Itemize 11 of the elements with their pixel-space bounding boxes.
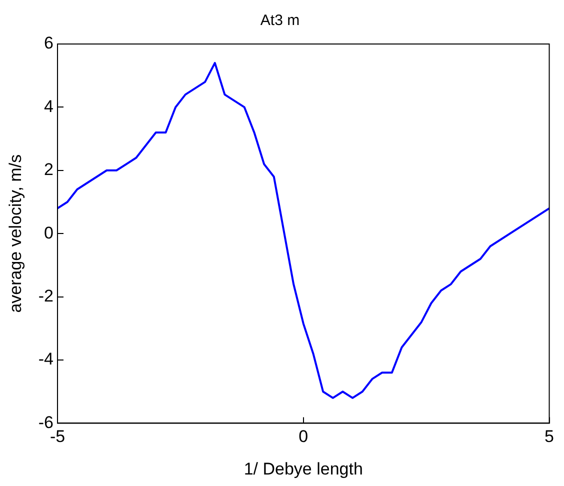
y-tick-label: -2 <box>38 286 54 306</box>
y-tick-label: -4 <box>38 350 54 369</box>
y-tick-label: 2 <box>44 160 54 180</box>
x-tick-label: 5 <box>544 427 554 446</box>
x-tick-label: 0 <box>298 427 308 446</box>
y-tick-label: 4 <box>44 96 54 116</box>
chart-title: At3 m <box>260 12 300 30</box>
y-tick-label: 6 <box>44 34 54 53</box>
y-tick-label: 0 <box>44 223 54 242</box>
x-axis-title: 1/ Debye length <box>244 459 363 478</box>
y-axis-title: average velocity, m/s <box>6 154 25 313</box>
